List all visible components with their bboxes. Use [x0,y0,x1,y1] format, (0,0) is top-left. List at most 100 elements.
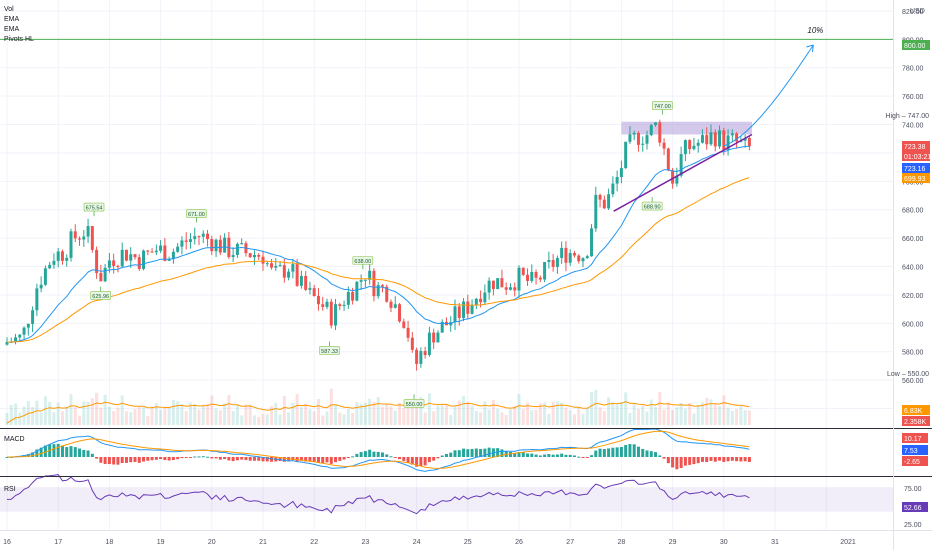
legend-item: Pivots HL [4,36,34,43]
candle-body [585,256,589,259]
candle-body [48,264,52,269]
candle-body [124,249,128,261]
candle-body [602,199,606,209]
volume-bar [197,409,201,425]
candle-body [572,253,576,256]
macd-hist-bar [432,457,436,461]
volume-bar [572,414,576,425]
candle-body [692,145,696,150]
candle-body [265,263,269,265]
drawing-tools[interactable]: 10% [0,26,893,212]
macd-hist-bar [218,457,222,460]
volume-bar [598,407,602,425]
macd-hist-bar [615,447,619,457]
macd-hist-bar [120,457,124,464]
volume-bar [449,415,453,425]
volume-bar [406,404,410,425]
candle-body [99,273,103,282]
candle-body [325,301,329,307]
volume-bar [206,403,210,425]
macd-hist-bar [334,457,338,463]
macd-hist-bar [747,457,751,462]
pivot-label-box [319,346,340,355]
volume-bar [607,397,611,425]
macd-hist-bar [69,446,73,457]
volume-bar [65,406,69,425]
macd-signal-line [7,430,750,469]
ema-fast-line [7,145,750,343]
macd-hist-bar [564,454,568,457]
volume-bar [14,403,18,425]
macd-hist-bar [329,457,333,464]
volume-bar [214,408,218,425]
indicator-legend[interactable]: Vol EMA EMA Pivots HL [4,6,34,43]
volume-bar [564,407,568,425]
volume-bar [679,402,683,425]
price-tag-text: High – 747.00 [885,113,929,120]
time-axis[interactable]: 16 17 18 19 20 21 22 23 24 25 26 27 28 29 30 31 2021 [3,539,856,546]
macd-hist-bar [398,457,402,460]
macd-hist-bar [453,450,457,457]
candle-body [351,292,355,301]
price-tag-text: 01:03:21 [904,154,931,161]
pivot-label-text: 587.33 [321,349,338,355]
macd-tag-box [902,445,928,455]
volume-bar [585,408,589,425]
price-tick-label: 660.00 [902,236,924,243]
macd-hist-bar [572,455,576,457]
pivot-label-box [641,201,663,211]
candle-body [427,332,431,355]
macd-hist-bar [206,456,210,458]
volume-bar [718,406,722,425]
volume-bar [380,406,384,425]
macd-hist-bar [462,448,466,457]
volume-bar [739,405,743,425]
macd-hist-bar [479,448,483,457]
macd-hist-bar [385,454,389,457]
macd-hist-bar [86,450,90,457]
candle-body [543,261,547,280]
volume-bar [705,397,709,425]
candle-body [393,304,397,308]
rising-trendline[interactable] [613,133,753,212]
macd-hist-bar [342,457,346,460]
rsi-band-fill [0,487,893,512]
macd-hist-bar [321,457,325,464]
candle-body [261,256,265,264]
candle-body [551,260,555,267]
candle-body [120,249,124,267]
time-tick-label: 2021 [840,539,856,546]
macd-hist-bar [666,457,670,464]
volume-bar [78,415,82,425]
volume-bar [415,405,419,425]
candle-body [436,332,440,343]
volume-bar [453,405,457,425]
price-axis[interactable]: 540.00560.00580.00600.00620.00640.00660.… [902,9,924,414]
macd-hist-bar [210,457,214,459]
candle-body [641,143,645,145]
macd-hist-bar [602,449,606,457]
macd-hist-bar [376,451,380,457]
candle-body [538,277,542,280]
pivot-label-text: 625.96 [92,294,109,300]
macd-hist-bar [261,457,265,462]
macd-hist-bar [590,455,594,457]
candle-body [295,264,299,286]
candle-body [363,279,367,281]
volume-bar [282,395,286,425]
time-tick-label: 30 [720,539,728,546]
volume-bar [18,413,22,425]
macd-hist-bar [346,457,350,458]
macd-hist-bar [683,457,687,466]
macd-hist-bar [248,457,252,461]
volume-bar [457,400,461,425]
macd-hist-bar [470,448,474,457]
candle-body [291,264,295,272]
projection-arrow-line[interactable] [723,44,814,147]
macd-hist-bar [658,455,662,457]
candle-body [184,240,188,242]
candle-body [90,226,94,250]
macd-hist-bar [107,457,111,465]
macd-hist-bar [692,457,696,465]
